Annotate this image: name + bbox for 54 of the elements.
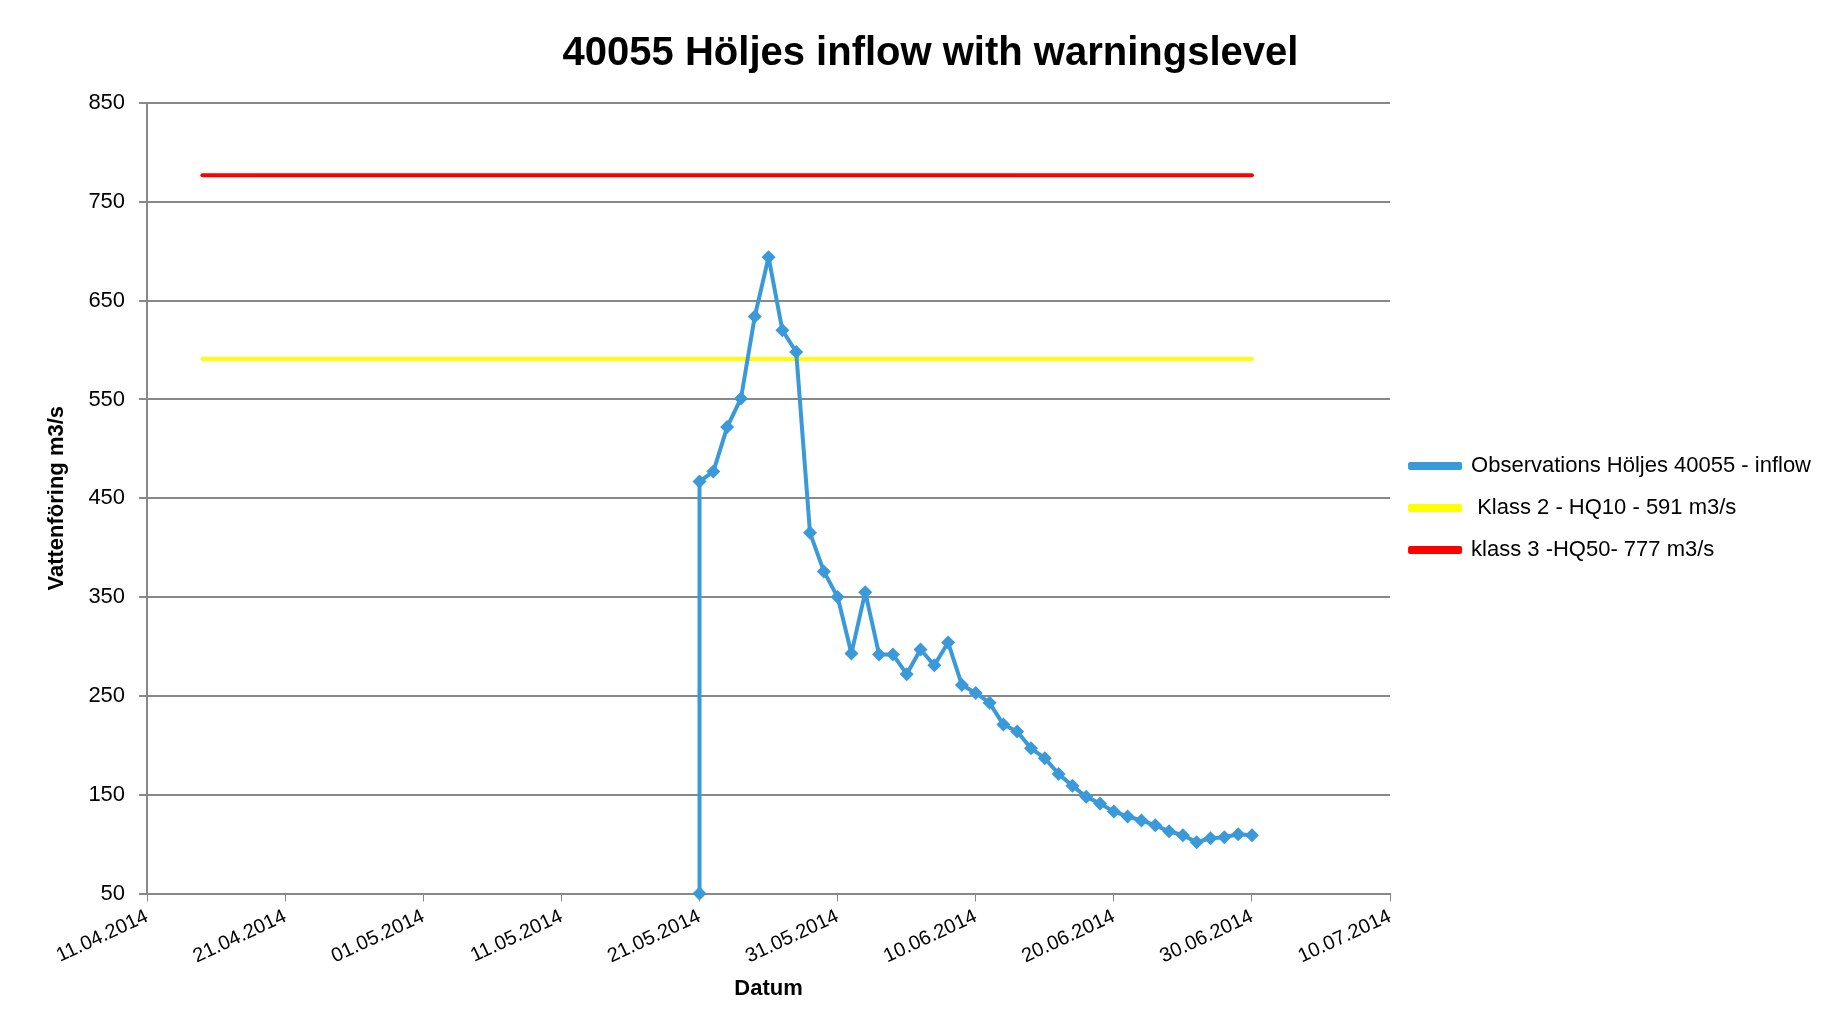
point	[1175, 828, 1190, 843]
y-tick-label: 650	[88, 286, 126, 312]
y-tick-label: 150	[88, 780, 126, 806]
y-tick-label: 450	[88, 484, 126, 510]
point	[1203, 831, 1218, 846]
point	[692, 886, 707, 901]
point	[941, 635, 956, 650]
y-tick-label: 550	[88, 385, 126, 411]
y-tick-label: 250	[88, 681, 126, 707]
point	[1010, 724, 1025, 739]
point	[1162, 824, 1177, 839]
point	[706, 464, 721, 479]
point	[899, 667, 914, 682]
point	[885, 647, 900, 662]
point	[927, 658, 942, 673]
point	[803, 525, 818, 540]
chart-title: 40055 Höljes inflow with warningslevel	[562, 29, 1299, 74]
point	[996, 717, 1011, 732]
point	[1148, 818, 1163, 833]
point	[954, 678, 969, 693]
point	[1134, 813, 1149, 828]
point	[1079, 789, 1094, 804]
point	[1244, 828, 1259, 843]
point	[720, 420, 735, 435]
point	[1231, 827, 1246, 842]
x-axis-title: Datum	[734, 974, 803, 1000]
point	[1065, 778, 1080, 793]
point	[816, 564, 831, 579]
point	[830, 590, 845, 605]
point	[775, 323, 790, 338]
point	[1093, 796, 1108, 811]
y-tick-label: 750	[88, 187, 126, 213]
point	[1217, 830, 1232, 845]
point	[692, 474, 707, 489]
point	[789, 345, 804, 360]
point	[1037, 751, 1052, 766]
point	[872, 647, 887, 662]
point	[1106, 804, 1121, 819]
y-tick-label: 50	[100, 879, 126, 905]
point	[968, 685, 983, 700]
point	[1120, 809, 1135, 824]
point	[733, 391, 748, 406]
point	[1051, 766, 1066, 781]
point	[747, 309, 762, 324]
point	[1189, 835, 1204, 850]
y-axis-title: Vattenföring m3/s	[43, 405, 69, 591]
point	[982, 695, 997, 710]
legend-label: Observations Höljes 40055 - inflow	[1471, 452, 1812, 478]
y-tick-label: 350	[88, 583, 126, 609]
legend-label: Klass 2 - HQ10 - 591 m3/s	[1471, 494, 1737, 520]
point	[1023, 741, 1038, 756]
y-tick-label: 850	[88, 89, 126, 115]
point	[913, 642, 928, 657]
legend-label: klass 3 -HQ50- 777 m3/s	[1471, 536, 1715, 562]
